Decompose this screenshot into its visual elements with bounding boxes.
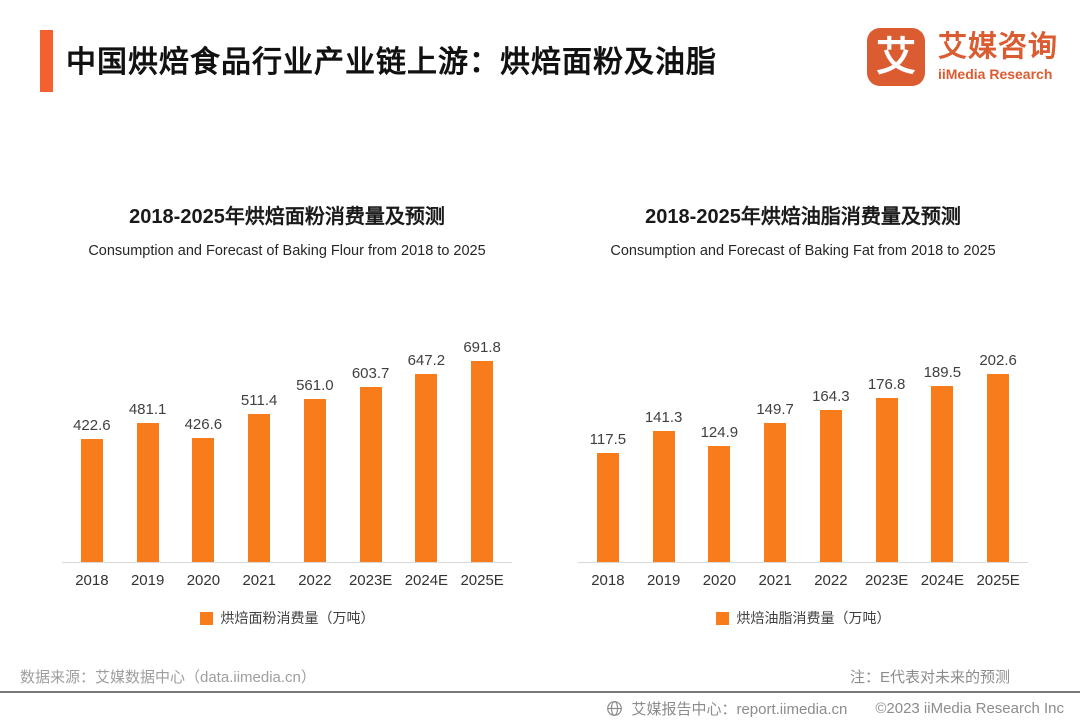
bar-column: 164.3	[803, 330, 859, 562]
legend-marker-icon	[715, 611, 729, 625]
x-axis-label: 2019	[646, 572, 681, 589]
globe-icon	[606, 700, 623, 717]
bar	[248, 413, 271, 562]
x-axis-label: 2023E	[348, 572, 393, 589]
data-source-note: 数据来源：艾媒数据中心（data.iimedia.cn）	[20, 669, 316, 686]
copyright-text: ©2023 iiMedia Research Inc	[875, 700, 1064, 717]
bar-value-label: 149.7	[756, 401, 794, 419]
bar-column: 176.8	[859, 330, 915, 562]
bar-value-label: 176.8	[867, 375, 906, 393]
legend: 烘焙面粉消费量（万吨）	[62, 608, 512, 628]
bar-value-label: 141.3	[644, 408, 683, 426]
chart-subtitle: Consumption and Forecast of Baking Fat f…	[610, 243, 996, 259]
x-axis-label: 2021	[758, 572, 792, 589]
legend-label: 烘焙面粉消费量（万吨）	[220, 610, 375, 626]
x-axis-label: 2019	[130, 572, 165, 589]
bar-column: 691.8	[454, 330, 510, 562]
bar	[987, 374, 1010, 562]
x-axis: 2018 2019 2020 2021 2022 2023E 2024E 2025E	[62, 572, 512, 589]
bar	[819, 409, 842, 562]
x-axis-label: 2022	[814, 572, 848, 589]
iimedia-logo-icon: 艾	[866, 28, 925, 86]
page-title: 中国烘焙食品行业产业链上游：烘焙面粉及油脂	[66, 46, 717, 79]
footer-divider	[0, 691, 1080, 693]
legend: 烘焙油脂消费量（万吨）	[578, 608, 1028, 628]
bar-column: 149.7	[747, 330, 803, 562]
chart-subtitle: Consumption and Forecast of Baking Flour…	[88, 243, 486, 259]
bar-column: 561.0	[287, 330, 343, 562]
plot-area: 117.5 141.3 124.9 149.7 164.3 176.8 189.5 202.6	[578, 330, 1028, 563]
bar	[875, 397, 898, 562]
chart-baking-fat: 2018-2025年烘焙油脂消费量及预测 Consumption and For…	[578, 200, 1028, 628]
bar-value-label: 189.5	[923, 364, 962, 382]
x-axis-label: 2023E	[864, 572, 909, 589]
bar-value-label: 561.0	[296, 377, 334, 395]
x-axis: 2018 2019 2020 2021 2022 2023E 2024E 2025E	[578, 572, 1028, 589]
logo-text: 艾媒咨询 iiMedia Research	[937, 30, 1058, 83]
logo-name-en: iiMedia Research	[937, 66, 1053, 83]
bar-value-label: 426.6	[184, 416, 223, 434]
legend-marker-icon	[199, 611, 213, 625]
chart-title: 2018-2025年烘焙油脂消费量及预测	[645, 206, 961, 228]
bar	[708, 446, 731, 562]
bar	[192, 438, 215, 562]
plot-area: 422.6 481.1 426.6 511.4 561.0 603.7 647.2 691.8	[62, 330, 512, 563]
bar-column: 481.1	[120, 330, 176, 562]
chart-title: 2018-2025年烘焙面粉消费量及预测	[129, 206, 445, 228]
x-axis-label: 2020	[186, 572, 221, 589]
x-axis-label: 2024E	[920, 572, 965, 589]
bar-value-label: 603.7	[351, 364, 390, 382]
legend-label: 烘焙油脂消费量（万吨）	[736, 610, 891, 626]
title-accent-bar	[40, 30, 53, 92]
x-axis-label: 2021	[242, 572, 276, 589]
x-axis-label: 2025E	[460, 572, 504, 589]
footer-bottom-bar: 艾媒报告中心：report.iimedia.cn ©2023 iiMedia R…	[606, 698, 1064, 719]
bar-column: 124.9	[692, 330, 748, 562]
bar-column: 647.2	[399, 330, 455, 562]
x-axis-label: 2020	[702, 572, 737, 589]
bar-value-label: 647.2	[407, 352, 446, 370]
bar	[303, 399, 326, 562]
bar-column: 603.7	[343, 330, 399, 562]
bar-column: 141.3	[636, 330, 692, 562]
x-axis-label: 2022	[298, 572, 332, 589]
logo-name-zh: 艾媒咨询	[937, 30, 1058, 63]
bar	[415, 374, 438, 562]
bar	[764, 423, 787, 562]
bar-value-label: 117.5	[589, 431, 627, 448]
chart-baking-flour: 2018-2025年烘焙面粉消费量及预测 Consumption and For…	[62, 200, 512, 628]
bar-value-label: 511.4	[240, 391, 278, 409]
bar-column: 511.4	[231, 330, 287, 562]
bar-value-label: 422.6	[73, 417, 111, 435]
bar	[80, 439, 103, 562]
bar-column: 426.6	[176, 330, 232, 562]
x-axis-label: 2018	[591, 572, 625, 589]
report-center-link: 艾媒报告中心：report.iimedia.cn	[631, 701, 848, 718]
bar-column: 117.5	[580, 330, 636, 562]
bar-value-label: 691.8	[463, 339, 501, 357]
bar	[359, 386, 382, 562]
forecast-note: 注：E代表对未来的预测	[849, 669, 1010, 686]
x-axis-label: 2025E	[976, 572, 1020, 589]
bar	[596, 453, 619, 562]
bar-column: 202.6	[970, 330, 1026, 562]
bar-value-label: 164.3	[812, 387, 850, 405]
bar-value-label: 124.9	[700, 424, 739, 442]
iimedia-logo: 艾 艾媒咨询 iiMedia Research	[866, 28, 1058, 86]
bar	[471, 361, 494, 562]
bar	[931, 386, 954, 562]
bar-value-label: 202.6	[979, 352, 1017, 369]
bar-value-label: 481.1	[128, 400, 167, 418]
x-axis-label: 2018	[75, 572, 109, 589]
x-axis-label: 2024E	[404, 572, 449, 589]
bar-column: 189.5	[915, 330, 971, 562]
bar	[652, 430, 675, 562]
bar-column: 422.6	[64, 330, 120, 562]
bar	[136, 422, 159, 562]
